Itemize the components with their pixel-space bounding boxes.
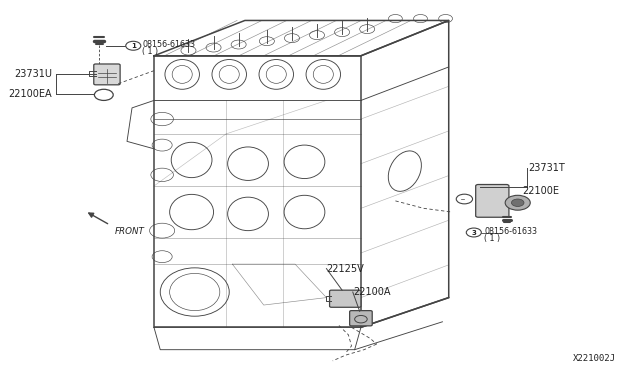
FancyBboxPatch shape — [94, 64, 120, 85]
Circle shape — [125, 41, 141, 50]
Text: FRONT: FRONT — [115, 227, 145, 236]
FancyBboxPatch shape — [476, 185, 509, 217]
Text: ( 1 ): ( 1 ) — [142, 47, 158, 56]
Text: 3: 3 — [472, 230, 476, 235]
Text: 23731T: 23731T — [529, 163, 565, 173]
Text: 23731U: 23731U — [13, 70, 52, 79]
Text: 22100A: 22100A — [353, 287, 390, 297]
FancyBboxPatch shape — [349, 311, 372, 326]
Text: X221002J: X221002J — [573, 354, 616, 363]
Text: 22100E: 22100E — [522, 186, 559, 196]
Circle shape — [505, 195, 531, 210]
Text: 08156-61633: 08156-61633 — [142, 40, 195, 49]
Text: 08156-61633: 08156-61633 — [484, 227, 538, 236]
FancyBboxPatch shape — [330, 290, 361, 307]
Circle shape — [467, 228, 481, 237]
Text: ( 1 ): ( 1 ) — [484, 234, 500, 243]
Text: 1: 1 — [131, 43, 136, 49]
Text: 22100EA: 22100EA — [8, 89, 52, 99]
Circle shape — [511, 199, 524, 206]
Text: 22125V: 22125V — [326, 264, 364, 273]
